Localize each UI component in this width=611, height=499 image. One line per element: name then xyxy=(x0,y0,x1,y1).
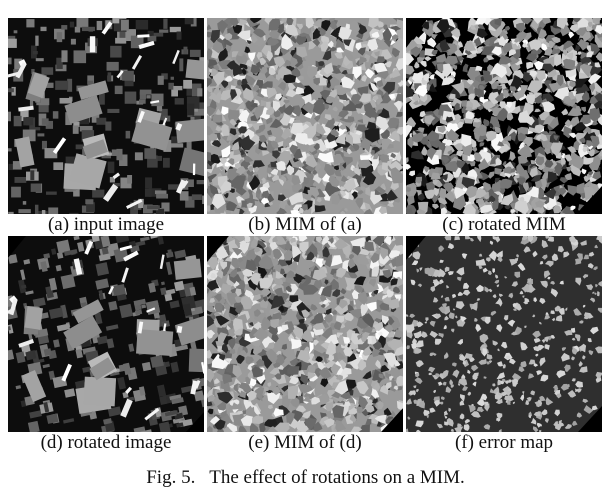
mim-texture-e xyxy=(207,236,403,432)
error-map-f xyxy=(406,236,602,432)
panel-rotated-image xyxy=(8,236,204,432)
caption-f: (f) error map xyxy=(454,432,554,453)
caption-d: (d) rotated image xyxy=(40,432,172,453)
panel-error-map xyxy=(406,236,602,432)
caption-b: (b) MIM of (a) xyxy=(248,214,362,235)
panel-mim xyxy=(207,18,403,214)
aerial-image-a xyxy=(8,18,204,214)
rotated-mim-texture-c xyxy=(406,18,602,214)
panel-input-image xyxy=(8,18,204,214)
figure-caption: Fig. 5. The effect of rotations on a MIM… xyxy=(146,467,465,488)
rotated-aerial-image-d xyxy=(8,236,204,432)
caption-c: (c) rotated MIM xyxy=(442,214,566,235)
caption-e: (e) MIM of (d) xyxy=(248,432,362,453)
panel-mim-of-rotated xyxy=(207,236,403,432)
mim-texture-b xyxy=(207,18,403,214)
panel-rotated-mim xyxy=(406,18,602,214)
caption-a: (a) input image xyxy=(47,214,165,235)
